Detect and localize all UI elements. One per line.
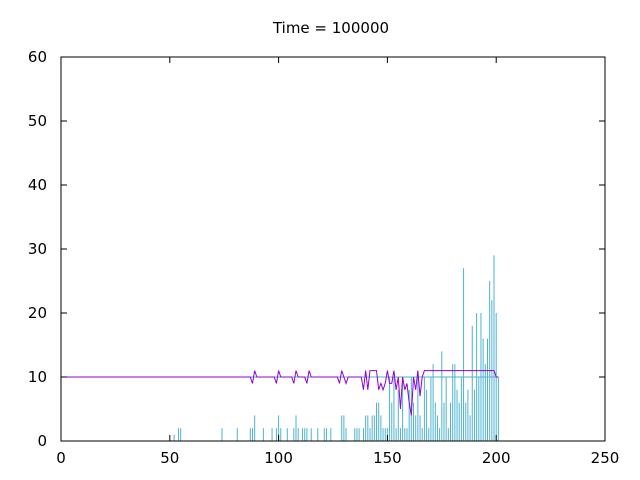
x-tick-label: 200 [482,449,511,467]
x-tick-label: 150 [373,449,402,467]
y-tick-label: 10 [28,368,47,386]
x-tick-label: 0 [56,449,66,467]
y-tick-label: 20 [28,304,47,322]
line-layer [61,370,499,416]
x-tick-label: 100 [264,449,293,467]
plot-frame [60,56,606,442]
x-tick-label: 250 [591,449,620,467]
chart-title: Time = 100000 [272,19,389,37]
bars-layer [173,255,499,441]
y-tick-label: 40 [28,176,47,194]
series-line [61,370,499,416]
x-tick-label: 50 [160,449,179,467]
ticks-layer: 0 50 100 150 200 250 0 10 20 30 40 50 60 [28,48,619,467]
y-tick-label: 0 [37,432,47,450]
y-tick-label: 30 [28,240,47,258]
y-tick-label: 50 [28,112,47,130]
y-tick-label: 60 [28,48,47,66]
